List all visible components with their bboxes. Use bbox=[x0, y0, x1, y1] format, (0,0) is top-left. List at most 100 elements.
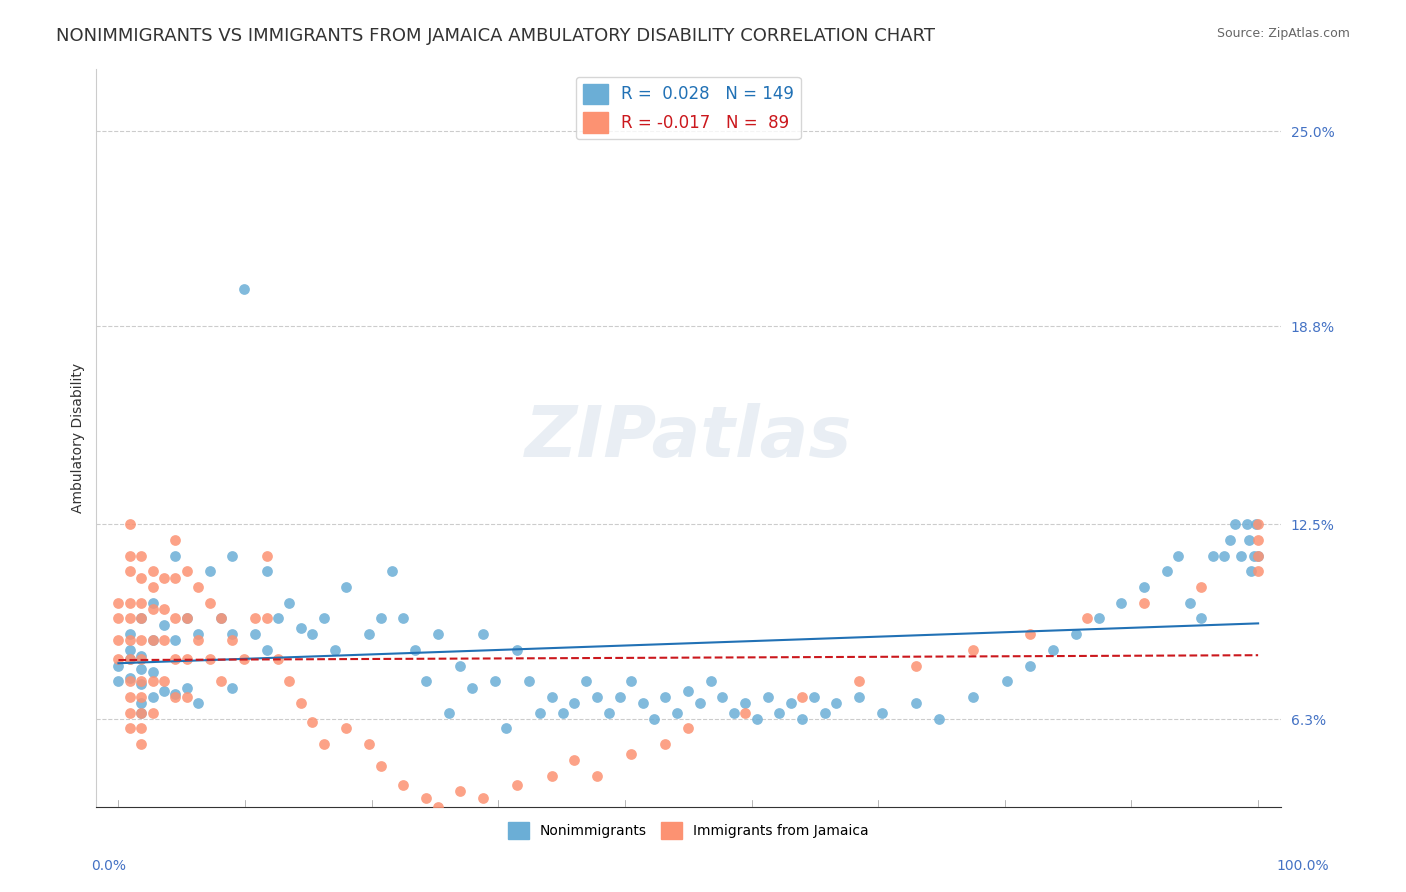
Point bbox=[107, 596, 129, 610]
Point bbox=[301, 715, 323, 730]
Point bbox=[586, 769, 609, 783]
Point bbox=[1189, 580, 1212, 594]
Point bbox=[176, 611, 198, 625]
Point bbox=[142, 706, 165, 720]
Point bbox=[129, 549, 152, 563]
Point bbox=[654, 737, 676, 751]
Point bbox=[142, 690, 165, 704]
Point bbox=[359, 627, 381, 641]
Point bbox=[995, 674, 1018, 689]
Point bbox=[198, 565, 221, 579]
Point bbox=[129, 633, 152, 648]
Point bbox=[598, 706, 620, 720]
Point bbox=[129, 737, 152, 751]
Point bbox=[1247, 549, 1270, 563]
Point bbox=[1237, 533, 1260, 547]
Point bbox=[165, 652, 187, 666]
Point bbox=[1133, 596, 1156, 610]
Point bbox=[449, 658, 471, 673]
Point bbox=[142, 665, 165, 679]
Point bbox=[426, 800, 449, 814]
Point bbox=[643, 712, 665, 726]
Point bbox=[756, 690, 779, 704]
Point bbox=[107, 633, 129, 648]
Point bbox=[529, 706, 551, 720]
Point bbox=[142, 580, 165, 594]
Point bbox=[165, 533, 187, 547]
Point bbox=[803, 690, 825, 704]
Point bbox=[562, 697, 585, 711]
Point bbox=[278, 596, 301, 610]
Point bbox=[848, 674, 870, 689]
Point bbox=[335, 722, 357, 736]
Point bbox=[1019, 658, 1042, 673]
Point bbox=[792, 712, 814, 726]
Point bbox=[1019, 627, 1042, 641]
Point bbox=[165, 571, 187, 585]
Point bbox=[1087, 611, 1109, 625]
Point bbox=[129, 571, 152, 585]
Point bbox=[107, 652, 129, 666]
Point bbox=[153, 602, 176, 616]
Point bbox=[118, 517, 141, 532]
Point bbox=[153, 683, 176, 698]
Point bbox=[129, 611, 152, 625]
Point bbox=[870, 706, 893, 720]
Point bbox=[1076, 611, 1098, 625]
Point bbox=[689, 697, 711, 711]
Point bbox=[107, 674, 129, 689]
Point bbox=[562, 753, 585, 767]
Point bbox=[129, 649, 152, 664]
Point bbox=[1219, 533, 1241, 547]
Point bbox=[129, 690, 152, 704]
Point bbox=[209, 611, 232, 625]
Point bbox=[723, 706, 745, 720]
Point bbox=[107, 658, 129, 673]
Point bbox=[665, 706, 688, 720]
Point bbox=[359, 737, 381, 751]
Point bbox=[142, 674, 165, 689]
Point bbox=[1236, 517, 1258, 532]
Point bbox=[711, 690, 734, 704]
Point bbox=[209, 611, 232, 625]
Point bbox=[768, 706, 790, 720]
Point bbox=[198, 652, 221, 666]
Point bbox=[153, 633, 176, 648]
Point bbox=[129, 697, 152, 711]
Point bbox=[472, 790, 495, 805]
Point bbox=[129, 674, 152, 689]
Point bbox=[142, 596, 165, 610]
Point bbox=[165, 549, 187, 563]
Point bbox=[187, 697, 209, 711]
Point bbox=[506, 778, 529, 792]
Point bbox=[245, 627, 267, 641]
Point bbox=[221, 681, 243, 695]
Point bbox=[415, 790, 437, 805]
Point bbox=[392, 778, 415, 792]
Point bbox=[905, 658, 928, 673]
Point bbox=[118, 627, 141, 641]
Point bbox=[129, 652, 152, 666]
Point bbox=[392, 611, 415, 625]
Point bbox=[734, 697, 756, 711]
Point bbox=[118, 652, 141, 666]
Point bbox=[370, 759, 392, 773]
Point bbox=[232, 281, 254, 295]
Point bbox=[1064, 627, 1087, 641]
Point bbox=[118, 611, 141, 625]
Point bbox=[118, 690, 141, 704]
Point bbox=[129, 722, 152, 736]
Point bbox=[404, 643, 426, 657]
Point bbox=[928, 712, 950, 726]
Point bbox=[745, 712, 768, 726]
Point bbox=[449, 784, 471, 798]
Point bbox=[814, 706, 837, 720]
Point bbox=[734, 706, 756, 720]
Point bbox=[506, 643, 529, 657]
Text: 100.0%: 100.0% bbox=[1277, 859, 1329, 872]
Point bbox=[312, 737, 335, 751]
Point bbox=[142, 602, 165, 616]
Point bbox=[176, 690, 198, 704]
Point bbox=[1133, 580, 1156, 594]
Point bbox=[631, 697, 654, 711]
